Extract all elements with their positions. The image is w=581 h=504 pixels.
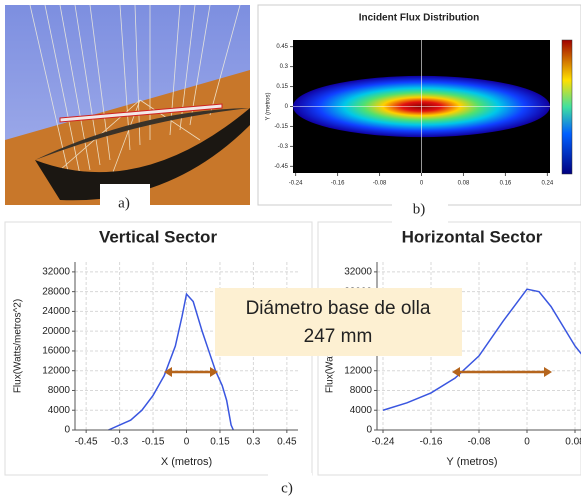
chart-title: Vertical Sector [99, 227, 218, 246]
y-tick-label: 20000 [42, 326, 70, 337]
y-tick-label: 0.15 [276, 84, 288, 90]
x-tick-label: -0.16 [331, 181, 345, 187]
y-tick-label: 28000 [42, 286, 70, 297]
x-tick-label: -0.08 [373, 181, 387, 187]
panel-label: b) [413, 201, 426, 217]
annotation-box [215, 288, 462, 356]
plot [382, 288, 581, 411]
y-tick-label: 8000 [350, 385, 373, 396]
x-tick-label: -0.16 [420, 437, 443, 448]
x-tick-label: -0.24 [289, 181, 303, 187]
x-tick-label: -0.15 [142, 437, 165, 448]
annotation: Diámetro base de olla [246, 298, 431, 319]
y-tick-label: -0.3 [278, 144, 289, 150]
x-axis-label: Y (metros) [446, 456, 497, 468]
x-tick-label: 0 [184, 437, 190, 448]
x-tick-label: 0.16 [500, 181, 512, 187]
x-tick-label: -0.08 [468, 437, 491, 448]
colorbar [561, 39, 573, 175]
label-box [268, 473, 312, 503]
y-tick-label: 24000 [42, 306, 70, 317]
x-tick-label: -0.3 [111, 437, 129, 448]
y-tick-label: 32000 [344, 267, 372, 278]
x-tick-label: -0.24 [372, 437, 395, 448]
x-tick-label: 0.45 [277, 437, 297, 448]
x-tick-label: 0 [524, 437, 530, 448]
label-box [100, 184, 150, 220]
y-tick-label: 4000 [48, 405, 71, 416]
y-tick-label: 32000 [42, 267, 70, 278]
line-series [108, 292, 235, 431]
plot [293, 40, 550, 173]
x-tick-label: 0.24 [542, 181, 554, 187]
x-tick-label: -0.45 [75, 437, 98, 448]
y-axis-label: Y (metros) [266, 93, 272, 121]
y-tick-label: -0.45 [274, 164, 288, 170]
x-tick-label: 0.15 [210, 437, 230, 448]
y-tick-label: 4000 [350, 405, 373, 416]
y-tick-label: 0 [64, 425, 70, 436]
y-tick-label: 0 [366, 425, 372, 436]
y-axis-label: Flux(Watts/metros^2) [13, 299, 24, 393]
x-axis-label: X (metros) [161, 456, 212, 468]
x-tick-label: 0.08 [565, 437, 581, 448]
chart-title: Horizontal Sector [402, 227, 543, 246]
y-tick-label: 0.3 [280, 64, 289, 70]
chart-title: Incident Flux Distribution [359, 13, 480, 24]
y-tick-label: 12000 [42, 365, 70, 376]
annotation: 247 mm [304, 326, 373, 347]
x-tick-label: 0.08 [458, 181, 470, 187]
y-tick-label: 12000 [344, 365, 372, 376]
panel-label: a) [118, 195, 130, 211]
render-3d [5, 5, 250, 205]
y-tick-label: 8000 [48, 385, 71, 396]
plot [108, 292, 235, 431]
line-series [382, 288, 581, 411]
label-box [392, 194, 448, 224]
panel-label: c) [281, 480, 293, 496]
y-tick-label: 0 [285, 104, 289, 110]
overlay: Diámetro base de olla 247 mm [164, 288, 552, 377]
y-tick-label: 16000 [42, 346, 70, 357]
y-tick-label: 0.45 [276, 44, 288, 50]
x-tick-label: 0 [420, 181, 424, 187]
x-tick-label: 0.3 [246, 437, 260, 448]
y-tick-label: -0.15 [274, 124, 288, 130]
